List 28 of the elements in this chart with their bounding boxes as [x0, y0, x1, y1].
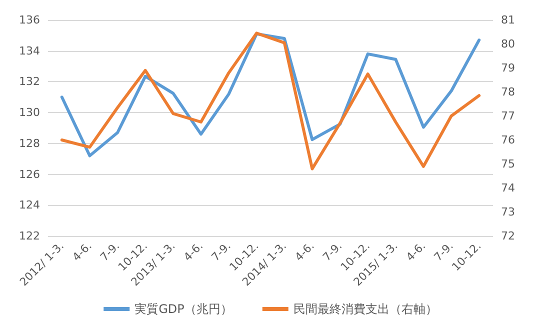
x-tick-label: 7-9.	[98, 239, 122, 264]
x-tick-label: 7-9.	[320, 239, 345, 264]
y-tick-label: 130	[19, 106, 40, 120]
y2-tick-label: 81	[501, 14, 515, 26]
x-tick-label: 4-6.	[181, 239, 206, 264]
y2-tick-label: 80	[501, 38, 515, 50]
y-tick-label: 128	[19, 136, 40, 150]
y-tick-label: 132	[19, 75, 40, 88]
legend-label: 民間最終消費支出（右軸）	[293, 302, 438, 316]
x-tick-label: 4-6.	[292, 239, 317, 264]
x-tick-label: 4-6.	[70, 239, 94, 264]
y2-tick-label: 73	[501, 206, 515, 218]
y-tick-label: 126	[19, 168, 40, 181]
legend-label: 実質GDP（兆円）	[134, 302, 232, 316]
y2-tick-label: 72	[501, 230, 515, 242]
y-tick-label: 136	[19, 14, 40, 26]
y-tick-label: 122	[19, 230, 40, 242]
x-tick-label: 7-9.	[432, 239, 456, 264]
y2-tick-label: 77	[501, 110, 515, 122]
y2-tick-label: 78	[501, 86, 515, 98]
y2-tick-label: 76	[501, 134, 515, 146]
y2-tick-label: 75	[501, 158, 515, 170]
y-tick-label: 134	[19, 44, 40, 58]
y2-tick-label: 74	[501, 182, 515, 194]
x-tick-label: 7-9.	[209, 239, 234, 264]
y2-tick-label: 79	[501, 62, 515, 74]
y-tick-label: 124	[19, 198, 40, 212]
x-tick-label: 4-6.	[404, 239, 428, 264]
